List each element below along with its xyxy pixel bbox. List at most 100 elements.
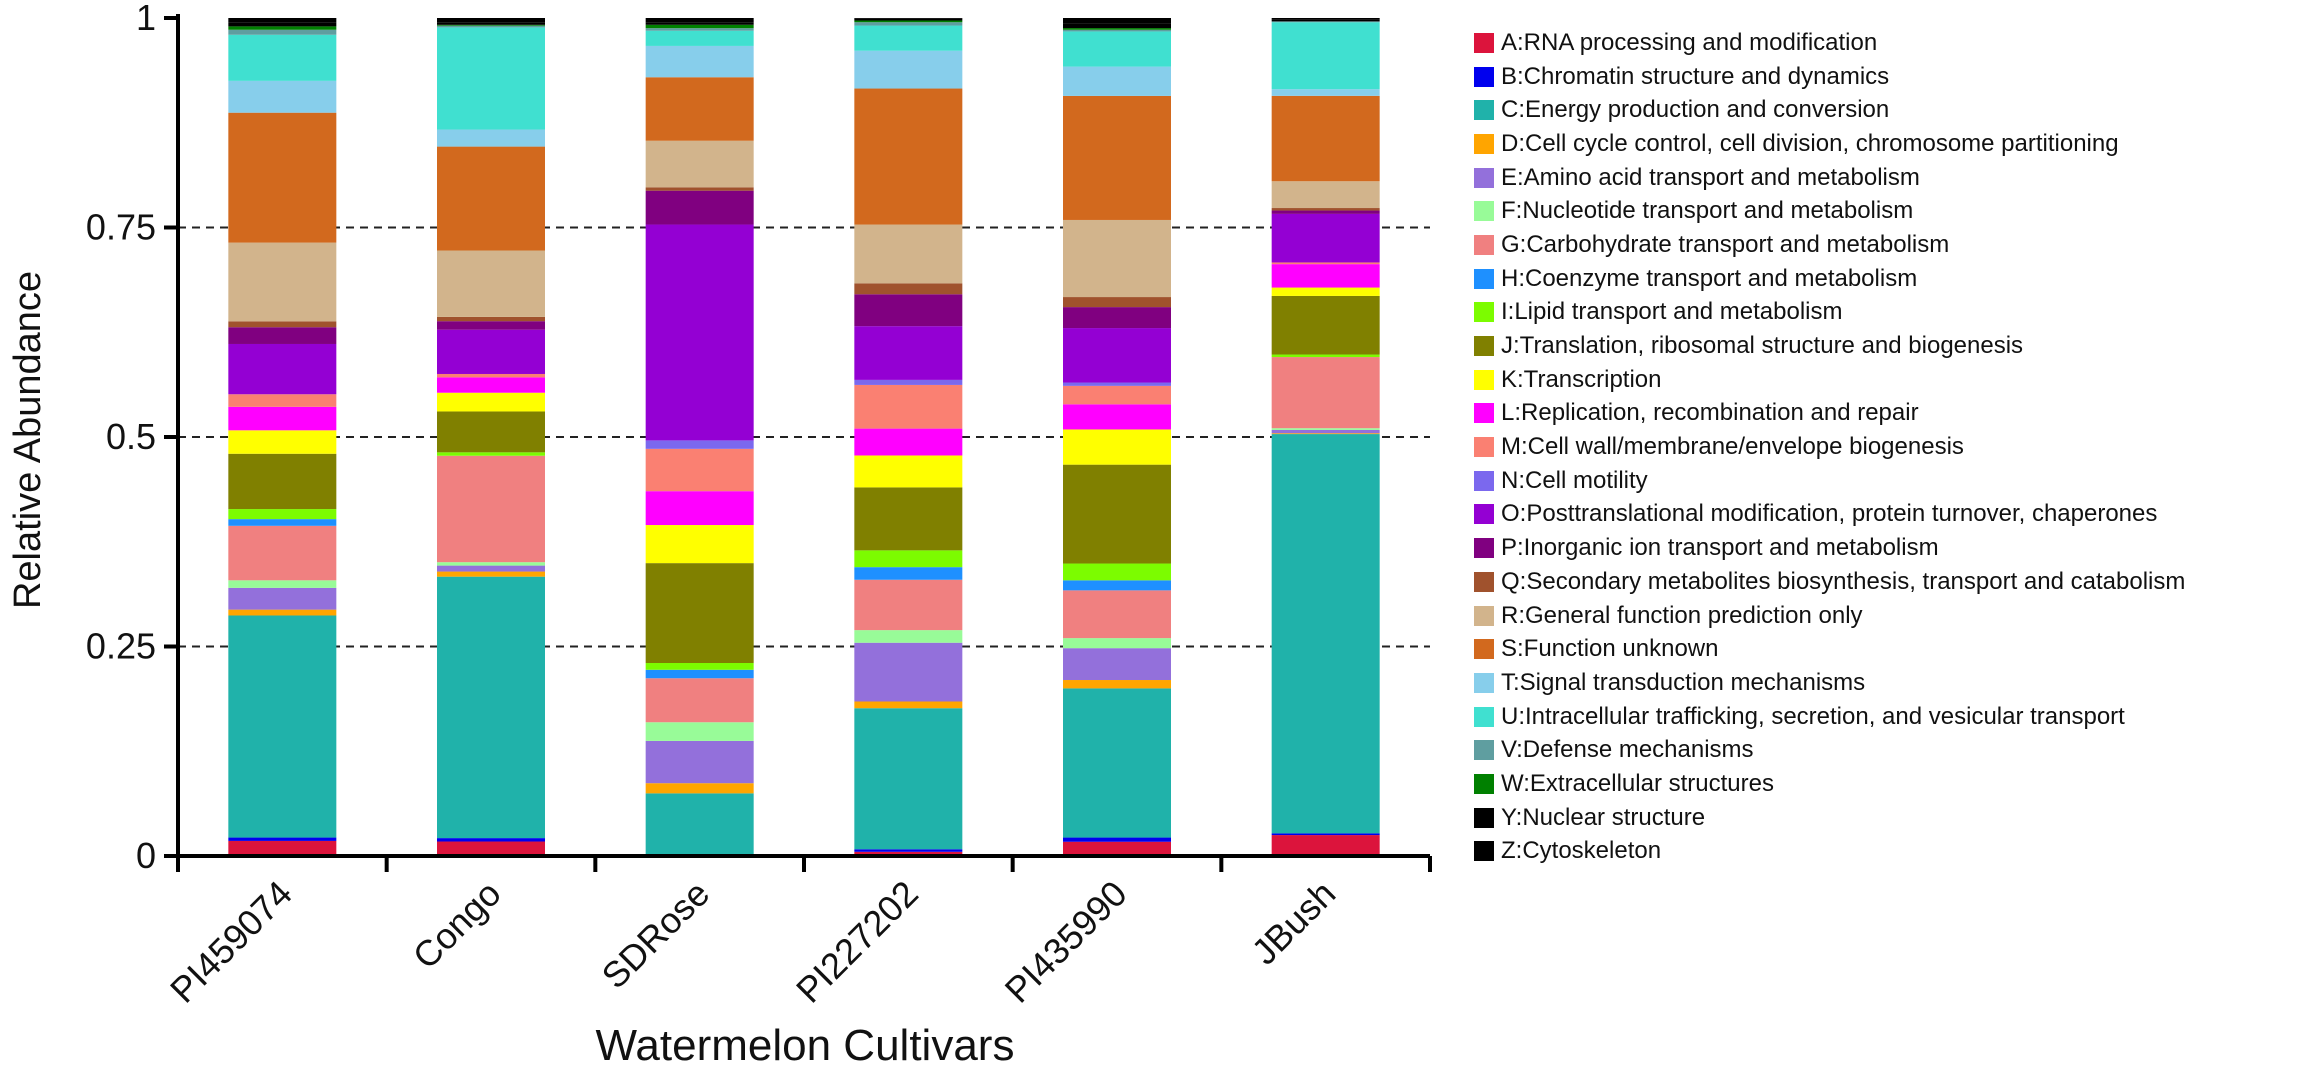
bar-segment-SDRose-U — [645, 30, 754, 46]
legend-label: B:Chromatin structure and dynamics — [1501, 62, 1890, 90]
legend-label: O:Posttranslational modification, protei… — [1501, 500, 2158, 528]
bar-segment-Congo-C — [437, 576, 545, 839]
legend-label: P:Inorganic ion transport and metabolism — [1501, 534, 1939, 562]
bar-segment-PI459074-G — [228, 525, 337, 581]
legend-item-O: O:Posttranslational modification, protei… — [1474, 498, 2185, 532]
bar-segment-PI227202-Z — [854, 18, 963, 19]
bar-segment-JBush-F — [1271, 428, 1380, 430]
bar-segment-SDRose-Q — [645, 187, 754, 191]
bar-segment-Congo-I — [437, 452, 545, 456]
bar-segment-SDRose-N — [645, 440, 754, 449]
bar-segment-PI459074-M — [228, 394, 337, 407]
bar-segment-PI459074-O — [228, 343, 337, 395]
bar-segment-Congo-S — [437, 146, 545, 251]
legend-swatch — [1474, 167, 1494, 188]
bar-segment-PI459074-Z — [228, 18, 337, 23]
x-tick-labels: PI459074 Congo SDRose PI227202 PI435990 JBush — [162, 873, 1343, 1011]
bar-segment-PI435990-N — [1063, 382, 1171, 386]
bar-segment-PI435990-Q — [1063, 297, 1171, 308]
legend-swatch — [1474, 336, 1494, 357]
legend-label: D:Cell cycle control, cell division, chr… — [1501, 129, 2119, 157]
bar-segment-SDRose-R — [645, 140, 754, 188]
bar-segment-Congo-D — [437, 571, 545, 577]
bar-segment-PI435990-Z — [1063, 18, 1171, 24]
bar-segment-PI227202-H — [854, 567, 963, 580]
bar-segment-JBush-L — [1271, 264, 1380, 288]
legend-label: G:Carbohydrate transport and metabolism — [1501, 230, 1950, 258]
legend-item-K: K:Transcription — [1474, 363, 2185, 397]
bar-segment-PI227202-I — [854, 550, 963, 568]
bar-segment-JBush-K — [1271, 287, 1380, 296]
bar-segment-JBush-V — [1271, 21, 1380, 23]
legend-swatch — [1474, 100, 1494, 121]
legend-swatch — [1474, 504, 1494, 525]
legend-swatch — [1474, 605, 1494, 626]
y-tick-label-2: 0.5 — [106, 416, 156, 457]
bar-segment-Congo-R — [437, 250, 545, 317]
bar-segment-PI459074-S — [228, 112, 337, 243]
bar-segment-SDRose-L — [645, 491, 754, 526]
bar-segment-PI227202-N — [854, 379, 963, 385]
legend-swatch — [1474, 470, 1494, 491]
bar-segment-JBush-G — [1271, 357, 1380, 429]
bar-segment-Congo-J — [437, 411, 545, 453]
bar-segment-JBush-S — [1271, 95, 1380, 182]
bar-segment-JBush-E — [1271, 429, 1380, 434]
bar-segment-JBush-B — [1271, 833, 1380, 836]
bar-segment-Congo-P — [437, 321, 545, 330]
axes — [164, 14, 1432, 872]
bar-segment-PI227202-Y — [854, 18, 963, 21]
bar-segment-JBush-M — [1271, 262, 1380, 265]
bar-segment-PI435990-J — [1063, 464, 1171, 564]
bar-segment-Congo-F — [437, 562, 545, 566]
bar-segment-JBush-Q — [1271, 208, 1380, 211]
legend-label: M:Cell wall/membrane/envelope biogenesis — [1501, 433, 1964, 461]
bar-segment-Congo-V — [437, 25, 545, 28]
bar-segment-SDRose-H — [645, 669, 754, 679]
bar-segment-PI435990-L — [1063, 404, 1171, 430]
legend-label: A:RNA processing and modification — [1501, 28, 1878, 56]
bar-segment-PI227202-J — [854, 487, 963, 551]
legend-swatch — [1474, 201, 1494, 222]
legend-item-B: B:Chromatin structure and dynamics — [1474, 60, 2185, 94]
legend-swatch — [1474, 369, 1494, 390]
bar-segment-PI227202-W — [854, 20, 963, 23]
bar-segment-PI227202-D — [854, 701, 963, 709]
bar-segment-PI459074-D — [228, 609, 337, 616]
bar-segment-PI227202-L — [854, 428, 963, 456]
legend-item-L: L:Replication, recombination and repair — [1474, 397, 2185, 431]
bar-segment-PI227202-K — [854, 455, 963, 488]
bar-segment-PI435990-P — [1063, 307, 1171, 329]
legend-item-F: F:Nucleotide transport and metabolism — [1474, 194, 2185, 228]
legend-item-I: I:Lipid transport and metabolism — [1474, 296, 2185, 330]
bar-segment-PI435990-K — [1063, 429, 1171, 465]
legend-swatch — [1474, 403, 1494, 424]
bar-segment-PI435990-S — [1063, 95, 1171, 220]
bar-segment-Congo-Y — [437, 22, 545, 25]
bar-segment-PI459074-Q — [228, 321, 337, 328]
bar-segment-PI459074-V — [228, 29, 337, 35]
bar-segment-SDRose-M — [645, 448, 754, 492]
bar-segment-PI459074-J — [228, 453, 337, 510]
legend-label: H:Coenzyme transport and metabolism — [1501, 264, 1918, 292]
bar-segment-PI435990-G — [1063, 590, 1171, 639]
legend-label: S:Function unknown — [1501, 635, 1719, 663]
bar-segment-PI435990-C — [1063, 688, 1171, 838]
bar-segment-Congo-G — [437, 455, 545, 563]
x-tick-label-5: JBush — [1244, 873, 1344, 973]
bar-segment-SDRose-W — [645, 24, 754, 29]
bar-segment-PI227202-C — [854, 708, 963, 850]
bar-segment-SDRose-C — [645, 793, 754, 856]
y-tick-label-1: 0.25 — [86, 626, 156, 667]
x-tick-label-4: PI435990 — [997, 873, 1135, 1011]
bar-segment-Congo-Z — [437, 18, 545, 23]
bar-segment-JBush-R — [1271, 181, 1380, 209]
bar-segment-JBush-P — [1271, 210, 1380, 214]
bars — [228, 18, 1380, 856]
bar-segment-PI227202-U — [854, 25, 963, 51]
bar-segment-Congo-U — [437, 27, 545, 130]
bar-segment-PI227202-E — [854, 642, 963, 702]
bar-segment-JBush-Z — [1271, 18, 1380, 20]
bar-segment-Congo-E — [437, 565, 545, 572]
legend-label: Q:Secondary metabolites biosynthesis, tr… — [1501, 567, 2186, 595]
